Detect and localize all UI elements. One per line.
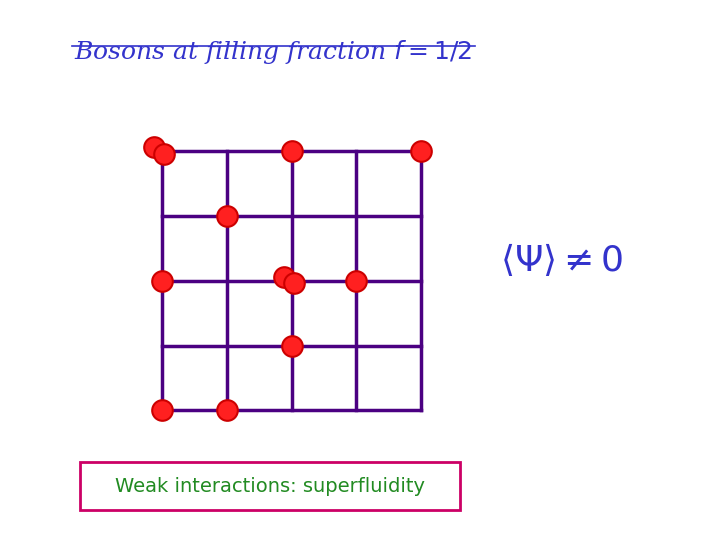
Point [286, 341, 297, 350]
Point [221, 406, 233, 415]
Text: Bosons at filling fraction $f = 1/2$: Bosons at filling fraction $f = 1/2$ [74, 38, 473, 66]
Point [278, 273, 289, 281]
Point [351, 276, 362, 285]
Point [288, 279, 300, 287]
Point [221, 212, 233, 220]
Point [415, 147, 427, 156]
Point [286, 147, 297, 156]
Point [158, 149, 170, 158]
Point [156, 406, 168, 415]
Point [156, 276, 168, 285]
Point [148, 143, 160, 152]
Text: Weak interactions: superfluidity: Weak interactions: superfluidity [115, 476, 425, 496]
Text: $\langle \Psi \rangle \neq 0$: $\langle \Psi \rangle \neq 0$ [500, 241, 624, 278]
FancyBboxPatch shape [80, 462, 460, 510]
